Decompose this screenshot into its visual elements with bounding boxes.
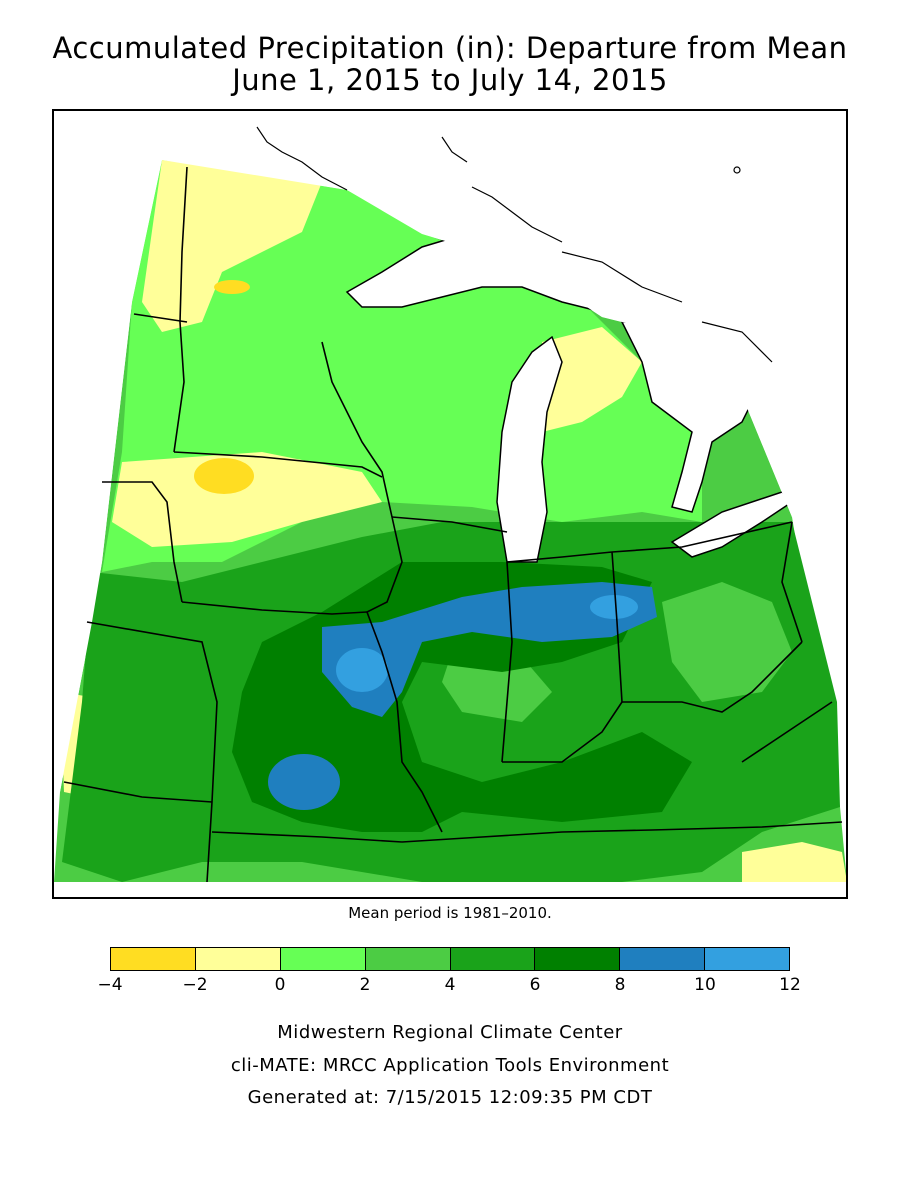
legend-tick-label: 12 bbox=[779, 975, 801, 995]
region-oh-2-4 bbox=[662, 582, 792, 702]
credit-climate-tool: cli-MATE: MRCC Application Tools Environ… bbox=[230, 1055, 670, 1076]
legend-swatch bbox=[535, 948, 621, 970]
outside-north bbox=[54, 111, 846, 792]
legend-swatch bbox=[705, 948, 789, 970]
legend-swatch bbox=[195, 948, 281, 970]
lake-erie bbox=[670, 491, 794, 558]
legend-tick-label: 8 bbox=[614, 975, 626, 995]
color-legend bbox=[110, 947, 790, 971]
legend-swatch bbox=[365, 948, 451, 970]
map-date-range: June 1, 2015 to July 14, 2015 bbox=[232, 63, 668, 97]
credit-generated-at: Generated at: 7/15/2015 12:09:35 PM CDT bbox=[247, 1087, 653, 1108]
legend-tick-label: 4 bbox=[444, 975, 456, 995]
region-north-0-neg2-a bbox=[142, 160, 322, 332]
state-boundaries bbox=[63, 166, 843, 883]
region-blue-10-12-a bbox=[336, 648, 388, 692]
region-north-0-neg2-b bbox=[112, 452, 382, 547]
credit-mrcc: Midwestern Regional Climate Center bbox=[277, 1022, 623, 1043]
region-blue-10-12-b bbox=[590, 595, 638, 619]
region-blue-8-10 bbox=[322, 582, 657, 717]
legend-tick-label: −2 bbox=[182, 975, 208, 995]
mean-period-note: Mean period is 1981–2010. bbox=[348, 904, 552, 922]
legend-swatch bbox=[280, 948, 366, 970]
region-in-2-4 bbox=[442, 652, 552, 722]
region-blue-mo bbox=[268, 754, 340, 810]
precipitation-map bbox=[52, 109, 848, 899]
legend-tick-labels: −4 −2 0 2 4 6 8 10 12 bbox=[0, 975, 900, 995]
map-title: Accumulated Precipitation (in): Departur… bbox=[52, 31, 848, 65]
region-mi-0-neg2 bbox=[542, 327, 642, 432]
coastline-islands bbox=[256, 126, 773, 363]
region-dry-mn-a bbox=[214, 280, 250, 294]
legend-tick-label: 0 bbox=[274, 975, 286, 995]
legend-tick-label: 6 bbox=[529, 975, 541, 995]
lake-michigan bbox=[496, 335, 563, 563]
legend-tick-label: 10 bbox=[694, 975, 716, 995]
legend-swatch bbox=[450, 948, 536, 970]
region-se-0-neg2 bbox=[742, 842, 846, 882]
legend-swatch bbox=[111, 948, 196, 970]
legend-swatch bbox=[620, 948, 706, 970]
region-dry-mn-b bbox=[194, 458, 254, 494]
legend-tick-label: −4 bbox=[97, 975, 123, 995]
legend-tick-label: 2 bbox=[359, 975, 371, 995]
